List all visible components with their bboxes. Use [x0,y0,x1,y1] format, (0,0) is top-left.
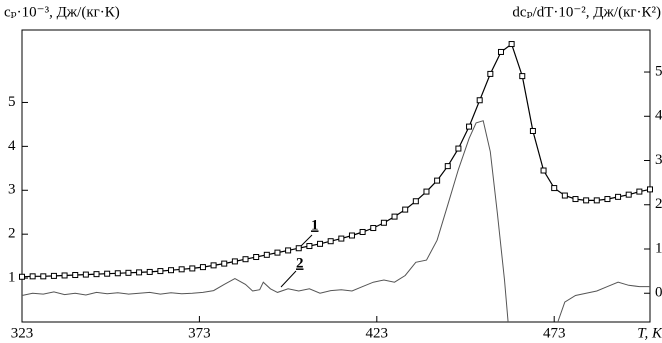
data-point [338,235,345,242]
data-point [423,188,430,195]
data-point [317,240,324,247]
y-tick-label: 5 [8,94,16,110]
data-point [636,188,643,195]
data-point [82,271,89,278]
data-point [104,270,111,277]
series-label: 2 [296,255,304,271]
data-point [231,258,238,265]
series-line [21,43,651,278]
data-point [189,265,196,272]
data-point [487,70,494,77]
y2-tick-label: 5 [655,63,662,79]
data-point [93,271,100,278]
data-point [263,251,270,258]
data-point [615,193,622,200]
data-point [551,185,558,192]
data-point [306,243,313,250]
data-point [647,186,653,193]
x-tick-label: 373 [188,325,211,341]
data-point [572,196,579,203]
y2-tick-label: 0 [655,285,662,301]
data-point [114,270,121,277]
data-point [178,266,185,273]
y2-tick-label: 2 [655,196,662,212]
leader-line [280,270,297,288]
data-point [50,272,57,279]
y2-tick-label: 4 [655,108,662,124]
data-point [359,228,366,235]
data-point [210,262,217,269]
y-tick-label: 2 [8,226,16,242]
data-point [540,167,547,174]
data-point [19,273,25,280]
data-point [625,191,632,198]
data-point [402,206,409,213]
data-point [125,269,132,276]
data-point [561,192,568,199]
data-point [72,272,79,279]
y2-tick-label: 1 [655,240,662,256]
x-tick-label: 473 [543,325,566,341]
data-point [40,273,47,280]
data-point [455,145,462,152]
data-point [466,123,473,130]
x-axis-title: T, K [637,325,662,341]
data-point [348,232,355,239]
y-tick-label: 3 [8,182,16,198]
data-point [604,196,611,203]
data-point [253,254,260,261]
y-tick-label: 1 [8,270,16,286]
data-point [583,197,590,204]
y2-tick-label: 3 [655,152,662,168]
data-point [285,247,292,254]
data-point [519,73,526,80]
series-label: 1 [311,217,319,233]
data-point [61,272,68,279]
x-tick-label: 323 [11,325,34,341]
data-point [508,41,515,48]
data-point [380,219,387,226]
data-point [157,268,164,275]
y-axis-title: cₚ·10⁻³, Дж/(кг·К) [4,4,120,20]
data-point [391,213,398,220]
data-point [136,269,143,276]
data-point [327,238,334,245]
data-point [497,48,504,55]
data-point [476,97,483,104]
x-tick-label: 423 [366,325,389,341]
data-point [199,264,206,271]
data-point [370,225,377,232]
data-point [242,256,249,263]
data-point [412,198,419,205]
data-point [444,163,451,170]
data-point [434,177,441,184]
data-point [593,197,600,204]
data-point [29,273,36,280]
data-point [168,267,175,274]
y-tick-label: 4 [8,138,16,154]
data-point [274,249,281,256]
data-point [146,268,153,275]
data-point [295,245,302,252]
series-line [21,120,650,323]
data-point [221,260,228,267]
data-point [529,127,536,134]
y2-axis-title: dcₚ/dT·10⁻², Дж/(кг·К²) [512,4,661,20]
plot-frame [21,29,651,323]
